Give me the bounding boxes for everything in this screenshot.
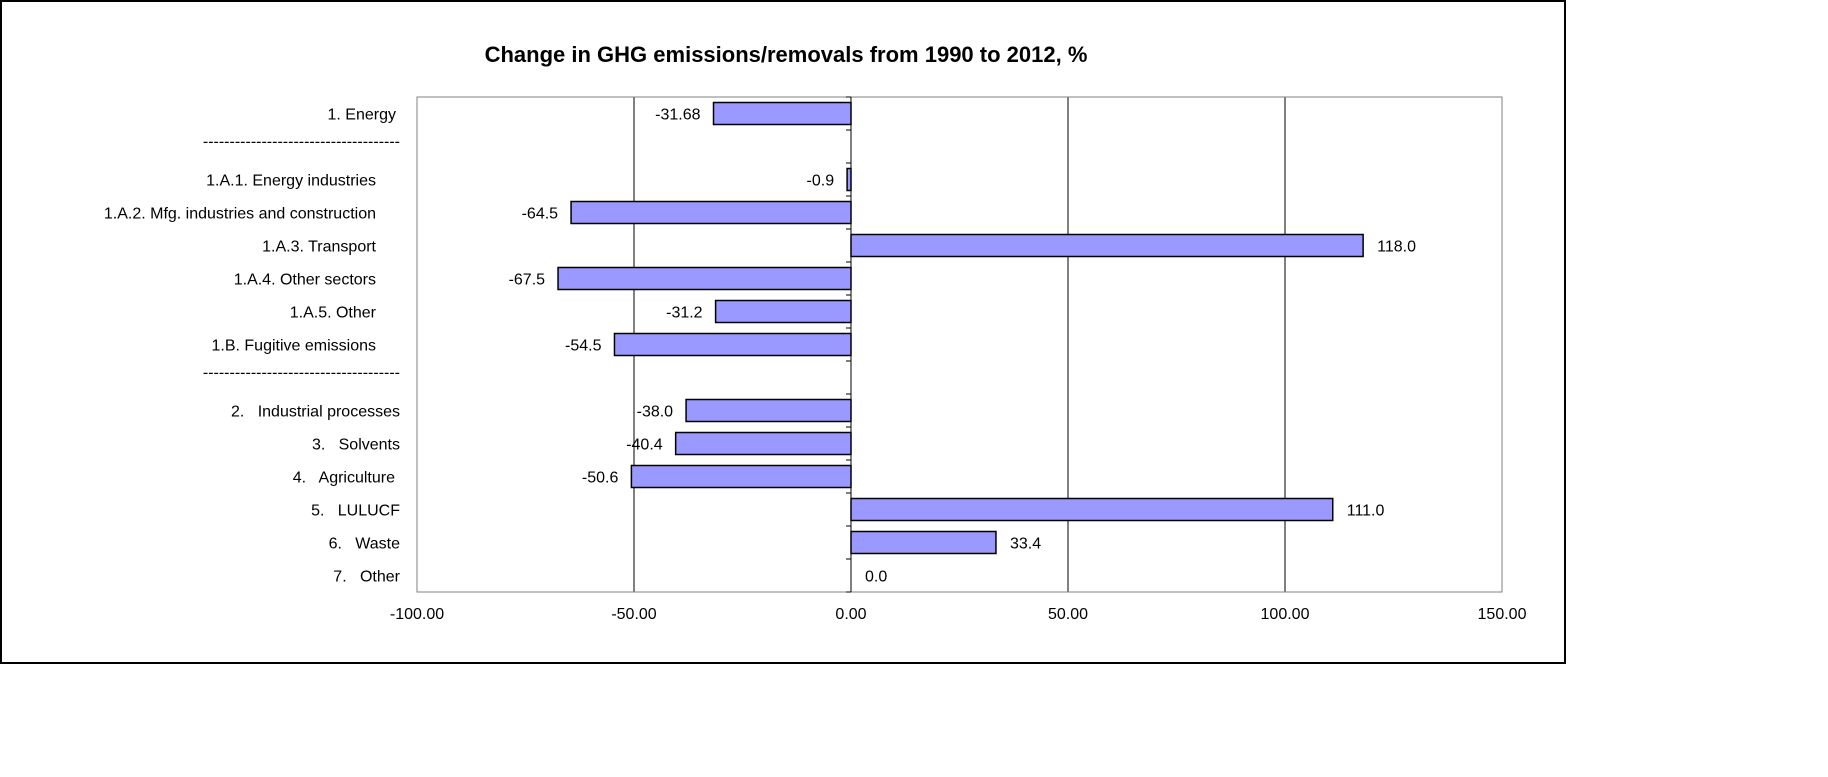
category-divider: -------------------------------------: [203, 365, 400, 382]
bar: [630, 464, 852, 489]
category-label: 4. Agriculture: [293, 470, 395, 487]
category-label: 1. Energy: [328, 107, 396, 124]
x-tick-label: 150.00: [1478, 606, 1527, 623]
bar: [714, 299, 852, 324]
category-label: 1.A.4. Other sectors: [234, 272, 376, 289]
data-label: -0.9: [807, 173, 835, 190]
bar: [570, 200, 852, 225]
category-labels: 1. Energy -------------------------------…: [104, 107, 401, 586]
data-label: -31.2: [666, 305, 703, 322]
data-label: -31.68: [655, 107, 700, 124]
chart-title: Change in GHG emissions/removals from 19…: [485, 42, 1088, 67]
category-label: 5. LULUCF: [311, 503, 400, 520]
data-label: -67.5: [509, 272, 546, 289]
data-label: 118.0: [1377, 239, 1416, 256]
category-label: 6. Waste: [329, 536, 401, 553]
category-label: 3. Solvents: [312, 437, 400, 454]
data-label: -54.5: [565, 338, 602, 355]
bar: [850, 530, 997, 555]
category-label: 1.A.2. Mfg. industries and construction: [104, 206, 376, 223]
x-tick-labels: -100.00 -50.00 0.00 50.00 100.00 150.00: [390, 606, 1527, 623]
x-tick-label: 50.00: [1048, 606, 1088, 623]
bar: [685, 398, 852, 423]
bar: [674, 431, 852, 456]
bar: [850, 233, 1364, 258]
category-axis: [846, 96, 852, 593]
bar: [846, 167, 852, 192]
data-labels: -31.68 -0.9 -64.5 118.0 -67.5 -31.2 -54.5 -38.0…: [509, 107, 1416, 586]
bars: [557, 101, 1364, 555]
category-label: 1.A.5. Other: [290, 305, 377, 322]
data-label: -38.0: [637, 404, 674, 421]
data-label: -50.6: [582, 470, 619, 487]
category-divider: -------------------------------------: [203, 134, 400, 151]
bar: [557, 266, 852, 291]
category-label: 1.B. Fugitive emissions: [211, 338, 376, 355]
category-label: 7. Other: [333, 569, 400, 586]
category-label: 2. Industrial processes: [231, 404, 400, 421]
data-label: 0.0: [865, 569, 887, 586]
category-label: 1.A.1. Energy industries: [206, 173, 376, 190]
bar: [850, 497, 1334, 522]
data-label: -40.4: [626, 437, 663, 454]
category-label: 1.A.3. Transport: [262, 239, 376, 256]
x-tick-label: -50.00: [611, 606, 656, 623]
data-label: 111.0: [1347, 503, 1385, 520]
bar: [712, 101, 852, 126]
bar: [613, 332, 852, 357]
data-label: -64.5: [522, 206, 559, 223]
x-tick-label: -100.00: [390, 606, 444, 623]
chart: Change in GHG emissions/removals from 19…: [104, 42, 1527, 623]
chart-frame: [0, 0, 1566, 664]
x-tick-label: 0.00: [835, 606, 866, 623]
x-tick-label: 100.00: [1261, 606, 1310, 623]
plot-area: [416, 96, 1503, 593]
data-label: 33.4: [1010, 536, 1041, 553]
